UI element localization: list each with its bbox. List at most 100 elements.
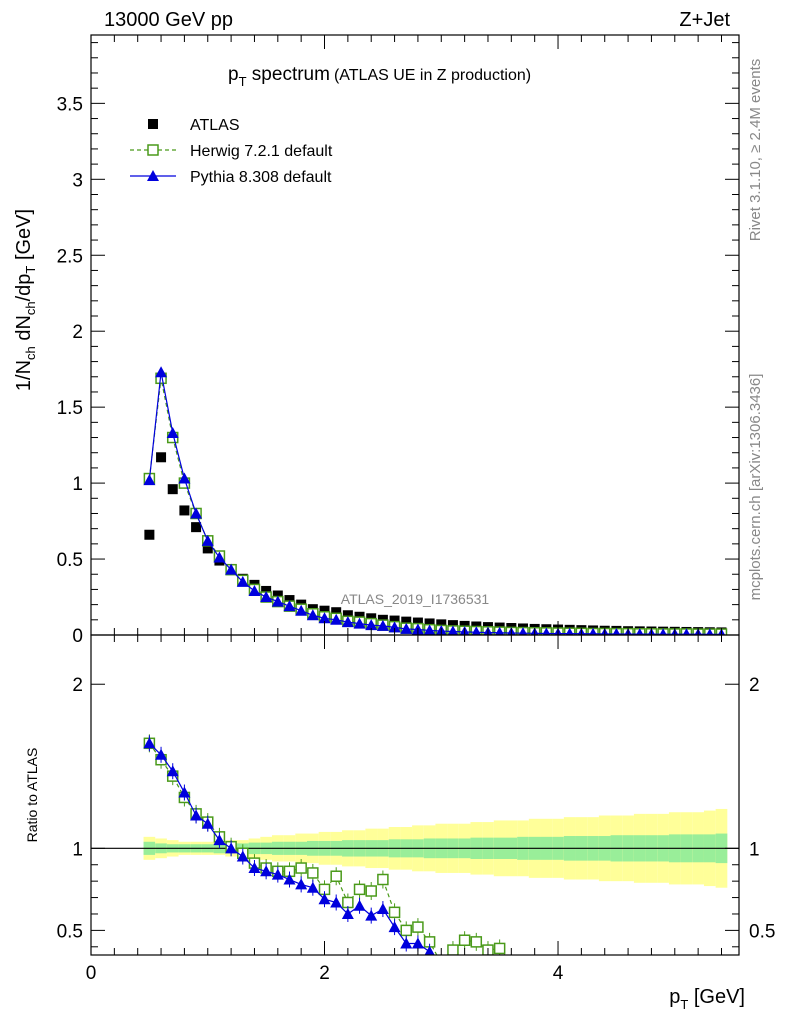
pythia-point <box>706 628 714 635</box>
atlas-data-point <box>156 452 167 463</box>
pythia-point <box>166 426 179 438</box>
legend: ATLAS Herwig 7.2.1 default Pythia 8.308 … <box>130 117 333 186</box>
herwig-ratio-point <box>365 885 377 897</box>
atlas-data-point <box>144 529 155 540</box>
pythia-point <box>565 627 574 635</box>
herwig-ratio-point <box>658 983 668 993</box>
pythia-ratio-point <box>505 970 517 981</box>
legend-marker-pythia <box>147 170 159 181</box>
pythia-ratio-point <box>564 979 576 990</box>
pythia-ratio-point <box>330 896 343 908</box>
herwig-ratio-point <box>623 980 633 990</box>
pythia-ratio-point <box>248 862 261 874</box>
pythia-ratio-point <box>540 975 552 986</box>
pythia-ratio-point <box>213 834 226 846</box>
atlas-data-point <box>412 617 423 628</box>
axes-layer: 00.511.522.533.50 2 40.5 0.51 12 2 <box>57 35 775 984</box>
pythia-point <box>201 534 214 546</box>
pythia-ratio-point <box>470 965 482 976</box>
pythia-point <box>682 628 691 635</box>
rivet-version-label: Rivet 3.1.10, ≥ 2.4M events <box>747 59 764 242</box>
pythia-point <box>542 627 551 635</box>
pythia-ratio-point <box>424 945 435 955</box>
main-y-tick-label: 0.5 <box>57 550 83 571</box>
main-y-tick-label: 1 <box>72 474 83 495</box>
atlas-data-point <box>436 619 447 630</box>
herwig-ratio-point <box>436 958 446 968</box>
atlas-data-point <box>424 618 435 629</box>
herwig-ratio-point <box>588 976 598 986</box>
pythia-point <box>612 627 621 635</box>
pythia-ratio-point <box>517 972 529 983</box>
pythia-point <box>353 617 366 629</box>
pythia-ratio-point <box>459 964 471 975</box>
legend-marker-herwig <box>147 144 159 156</box>
atlas-data-point <box>202 543 213 554</box>
pythia-ratio-point <box>657 985 669 996</box>
herwig-ratio-point <box>388 906 401 919</box>
pythia-ratio-point <box>622 982 634 993</box>
herwig-ratio-point <box>506 958 516 968</box>
ratio-y-tick-label: 2 <box>72 675 83 696</box>
x-tick-label: 4 <box>553 963 564 984</box>
process-label: Z+Jet <box>679 9 730 31</box>
legend-label-atlas: ATLAS <box>190 117 240 134</box>
main-y-tick-label: 3.5 <box>57 94 83 115</box>
pythia-point <box>318 612 331 624</box>
pythia-point <box>495 626 505 635</box>
pythia-point <box>635 628 644 635</box>
pythia-ratio-point <box>201 817 214 829</box>
pythia-point <box>190 507 203 519</box>
ratio-y-tick-label: 0.5 <box>57 921 83 942</box>
pythia-ratio-point <box>143 737 156 749</box>
pythia-ratio-point <box>225 842 238 854</box>
herwig-ratio-point <box>400 924 412 937</box>
herwig-ratio-point <box>470 936 483 948</box>
herwig-ratio-point <box>447 944 459 955</box>
main-plot-frame <box>90 34 740 636</box>
pythia-ratio-point <box>353 899 366 911</box>
ratio-plot-frame <box>90 634 740 956</box>
pythia-point <box>589 627 597 635</box>
pythia-ratio-point <box>447 960 459 971</box>
pythia-point <box>178 472 191 484</box>
pythia-point <box>248 584 261 596</box>
herwig-ratio-point <box>458 934 471 946</box>
pythia-ratio-point <box>306 881 319 893</box>
atlas-data-point <box>342 610 353 621</box>
pythia-point <box>260 591 273 603</box>
pythia-point <box>659 628 667 635</box>
ratio-y-tick-label-right: 1 <box>749 839 760 860</box>
pythia-point <box>447 625 459 635</box>
pythia-point <box>400 622 413 634</box>
atlas-data-point <box>401 616 412 627</box>
pythia-point <box>283 600 296 612</box>
pythia-ratio-point <box>155 748 168 760</box>
pythia-ratio-point <box>529 974 541 985</box>
pythia-ratio-point <box>166 765 179 777</box>
herwig-ratio-point <box>600 978 610 988</box>
main-y-tick-label: 2.5 <box>57 246 83 267</box>
main-y-axis-label: 1/Nch dNch/dpT [GeV] <box>13 209 38 391</box>
legend-label-herwig: Herwig 7.2.1 default <box>190 143 333 160</box>
pythia-ratio-point <box>283 873 296 885</box>
herwig-ratio-point <box>377 873 389 886</box>
pythia-point <box>518 627 528 635</box>
main-y-tick-label: 0 <box>72 626 83 647</box>
pythia-ratio-point <box>587 980 599 991</box>
pythia-point <box>295 604 308 616</box>
x-tick-label: 2 <box>319 963 330 984</box>
pythia-ratio-point <box>645 983 657 994</box>
main-y-tick-label: 2 <box>72 322 83 343</box>
pythia-point <box>143 474 156 486</box>
pythia-ratio-point <box>260 865 273 877</box>
pythia-point <box>471 626 482 635</box>
atlas-data-point <box>319 605 330 616</box>
pythia-point <box>388 621 401 633</box>
ratio-y-axis-label: Ratio to ATLAS <box>24 748 40 843</box>
title-sub: T <box>239 74 247 89</box>
herwig-ratio-point <box>518 963 528 973</box>
legend-label-pythia: Pythia 8.308 default <box>190 169 332 186</box>
herwig-ratio-point <box>295 862 307 874</box>
